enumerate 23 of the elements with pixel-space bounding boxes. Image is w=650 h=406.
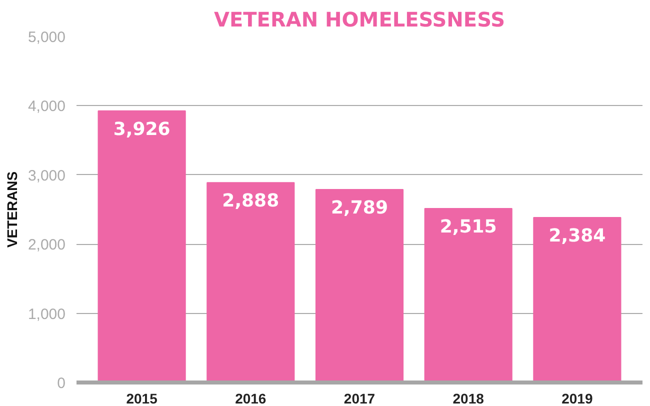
bar bbox=[315, 189, 404, 382]
y-tick-label: 4,000 bbox=[28, 98, 66, 116]
x-tick-label: 2017 bbox=[344, 390, 376, 406]
bar bbox=[206, 182, 295, 382]
x-tick-label: 2016 bbox=[235, 390, 266, 406]
data-label: 2,888 bbox=[222, 190, 280, 212]
bar bbox=[98, 110, 186, 382]
y-tick-label: 0 bbox=[57, 375, 66, 392]
bar bbox=[533, 217, 622, 382]
chart-title: VETERAN HOMELESSNESS bbox=[214, 8, 505, 32]
y-tick-label: 3,000 bbox=[28, 167, 66, 184]
y-tick-label: 5,000 bbox=[28, 29, 66, 46]
y-tick-label: 2,000 bbox=[28, 236, 66, 254]
x-tick-label: 2018 bbox=[452, 390, 484, 406]
y-axis-title: VETERANS bbox=[4, 171, 20, 248]
data-label: 2,515 bbox=[440, 216, 497, 238]
data-label: 2,789 bbox=[331, 198, 388, 218]
x-tick-label: 2015 bbox=[126, 390, 158, 406]
x-tick-label: 2019 bbox=[562, 390, 593, 406]
bar bbox=[424, 208, 512, 382]
data-label: 3,926 bbox=[113, 118, 170, 140]
data-label: 2,384 bbox=[548, 226, 606, 247]
y-tick-label: 1,000 bbox=[28, 306, 66, 323]
